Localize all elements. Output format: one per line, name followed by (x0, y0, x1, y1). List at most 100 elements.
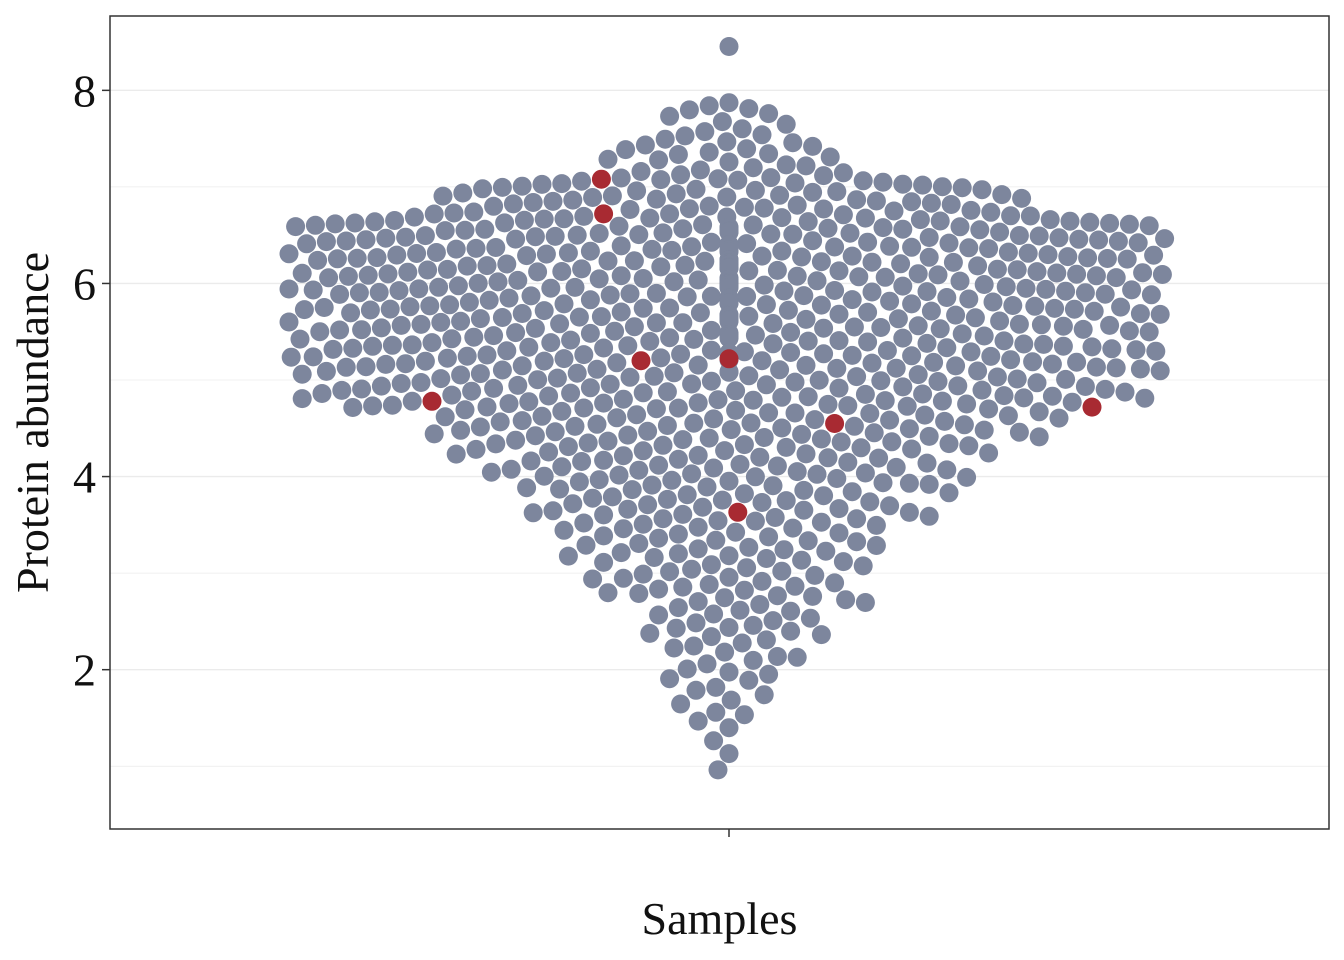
data-point (759, 144, 779, 164)
data-point (380, 299, 400, 319)
data-point (1042, 354, 1062, 374)
data-point (387, 245, 407, 265)
data-point (475, 219, 495, 239)
data-point (842, 246, 862, 266)
data-point (972, 180, 992, 200)
data-point (554, 294, 574, 314)
data-point (719, 744, 739, 764)
data-point (902, 237, 922, 257)
data-point (442, 329, 462, 349)
data-point (464, 202, 484, 222)
data-point (767, 456, 787, 476)
data-point (671, 694, 691, 714)
data-point (981, 346, 1001, 366)
data-point (453, 183, 473, 203)
data-point (917, 453, 937, 473)
data-point (862, 353, 882, 373)
data-point (811, 295, 831, 315)
data-point (838, 396, 858, 416)
data-point (552, 457, 572, 477)
data-point (396, 227, 416, 247)
data-point (763, 611, 783, 631)
data-point (844, 416, 864, 436)
data-point (541, 278, 561, 298)
data-point (1053, 336, 1073, 356)
data-point (866, 515, 886, 535)
data-point (968, 256, 988, 276)
data-point (279, 244, 299, 264)
data-point (827, 358, 847, 378)
y-axis-title: Protein abundance (7, 252, 58, 593)
data-point (512, 176, 532, 196)
data-point (567, 225, 587, 245)
data-point (622, 480, 642, 500)
data-point (470, 364, 490, 384)
data-point (486, 238, 506, 257)
data-point (706, 530, 726, 550)
data-point (602, 487, 622, 507)
data-point (752, 246, 772, 266)
data-point (424, 204, 444, 224)
data-point (772, 241, 792, 261)
data-point (772, 208, 792, 228)
data-point (1095, 284, 1115, 304)
data-point (1135, 388, 1155, 408)
data-point (818, 218, 838, 238)
data-point (349, 283, 369, 303)
data-point (325, 214, 345, 234)
data-point (671, 165, 691, 185)
data-point (521, 286, 541, 306)
data-point (508, 270, 528, 290)
data-point (673, 313, 693, 333)
data-point (594, 338, 614, 358)
data-point (640, 208, 660, 228)
data-point (668, 145, 688, 164)
data-point (787, 462, 807, 482)
data-point (781, 322, 801, 342)
data-point (961, 200, 981, 220)
axes: 2 4 6 8 (73, 65, 730, 837)
data-point (873, 473, 893, 493)
data-point (811, 429, 831, 449)
data-point (1009, 226, 1029, 245)
data-point (805, 565, 825, 585)
data-point (521, 451, 541, 471)
data-point (451, 311, 471, 331)
data-point (1064, 299, 1084, 319)
data-point (503, 194, 523, 214)
data-point (633, 441, 653, 461)
data-point (948, 376, 968, 396)
data-point (792, 424, 812, 444)
data-point (1075, 283, 1095, 303)
data-point (367, 248, 387, 268)
data-point (528, 370, 548, 390)
data-point (712, 112, 732, 132)
data-point (712, 490, 732, 510)
data-point (785, 372, 805, 392)
data-point (624, 251, 644, 271)
data-point (803, 231, 823, 251)
data-point (981, 202, 1001, 222)
data-point (523, 193, 543, 212)
data-point (688, 445, 708, 465)
data-point (840, 223, 860, 243)
data-point (937, 338, 957, 358)
data-point (677, 485, 697, 505)
data-point (1128, 233, 1148, 253)
data-point (629, 225, 649, 245)
data-point (937, 288, 957, 307)
data-point (1130, 304, 1150, 324)
data-point (752, 125, 772, 145)
data-point (466, 238, 486, 258)
data-point (673, 577, 693, 597)
data-point (690, 160, 710, 180)
data-point (1073, 319, 1093, 339)
data-point (697, 477, 717, 497)
data-point (726, 522, 746, 542)
data-point (763, 476, 783, 496)
data-point (697, 654, 717, 674)
data-point (829, 261, 849, 281)
data-point (574, 345, 594, 365)
data-point (1014, 388, 1034, 408)
data-point (1150, 304, 1170, 324)
